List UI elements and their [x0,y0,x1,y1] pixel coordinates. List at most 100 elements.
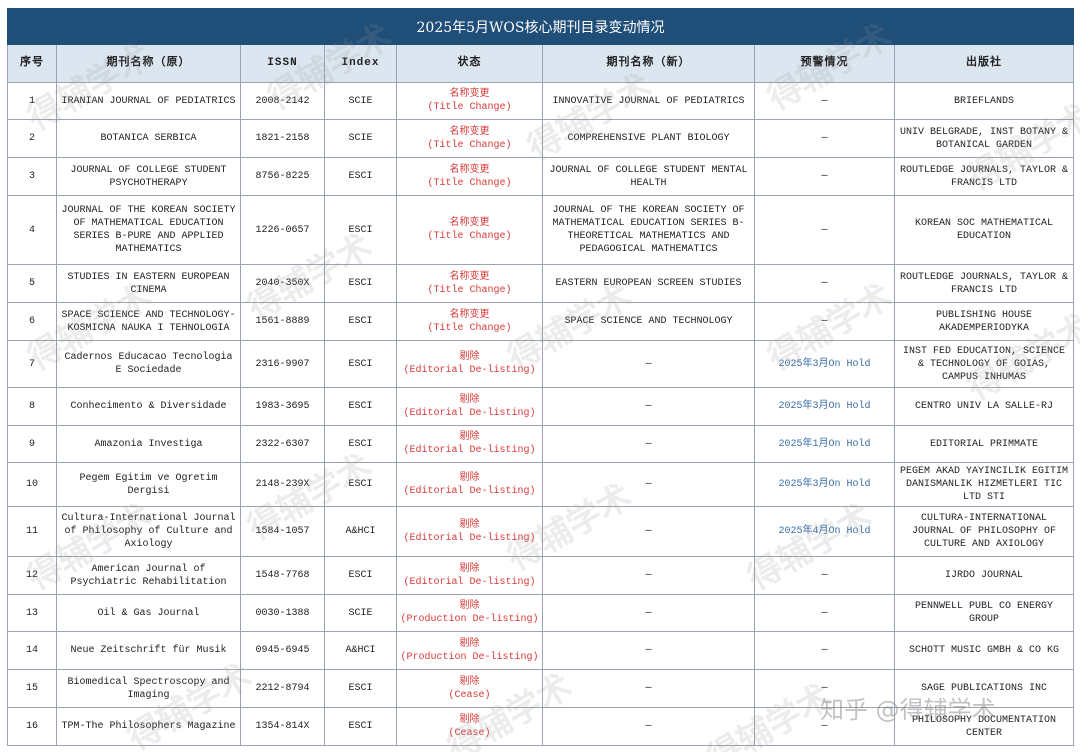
issn: 2040-350X [241,265,325,303]
publisher: CENTRO UNIV LA SALLE-RJ [895,388,1074,426]
old-title: IRANIAN JOURNAL OF PEDIATRICS [57,83,241,120]
status-detail: (Production De-listing) [400,614,539,625]
issn: 1983-3695 [241,388,325,426]
status-detail: (Production De-listing) [400,651,539,663]
publisher: SAGE PUBLICATIONS INC [895,670,1074,708]
publisher: PHILOSOPHY DOCUMENTATION CENTER [895,708,1074,746]
status-label: 名称变更 [449,89,490,100]
status-cell: 剔除 (Editorial De-listing) [397,341,543,388]
status-detail: (Editorial De-listing) [403,365,536,376]
status-label: 名称变更 [449,271,490,283]
status-cell: 剔除 (Cease) [397,670,543,708]
header-cell: 状态 [397,45,543,83]
status-detail: (Title Change) [427,102,512,113]
index: ESCI [325,557,397,595]
warning: 2025年4月On Hold [755,507,895,557]
issn: 0030-1388 [241,595,325,632]
issn: 2008-2142 [241,83,325,120]
row-number: 5 [7,265,57,303]
old-title: Amazonia Investiga [57,426,241,463]
issn: 1548-7768 [241,557,325,595]
status-detail: (Editorial De-listing) [403,407,536,419]
new-title: JOURNAL OF THE KOREAN SOCIETY OF MATHEMA… [543,196,755,265]
new-title: — [543,426,755,463]
row-number: 9 [7,426,57,463]
new-title: — [543,341,755,388]
status-cell: 剔除 (Editorial De-listing) [397,557,543,595]
publisher: EDITORIAL PRIMMATE [895,426,1074,463]
status-cell: 剔除 (Editorial De-listing) [397,507,543,557]
warning: 2025年3月On Hold [755,388,895,426]
warning: — [755,120,895,158]
status-cell: 名称变更 (Title Change) [397,158,543,196]
status-detail: (Editorial De-listing) [403,576,536,588]
old-title: JOURNAL OF THE KOREAN SOCIETY OF MATHEMA… [57,196,241,265]
index: ESCI [325,158,397,196]
new-title: — [543,670,755,708]
issn: 1821-2158 [241,120,325,158]
status-cell: 名称变更 (Title Change) [397,303,543,341]
row-number: 10 [7,463,57,507]
new-title: — [543,388,755,426]
status-label: 剔除 [459,352,480,363]
status-label: 剔除 [459,394,480,406]
source-watermark: 知乎 @得辅学术 [820,696,996,724]
index: SCIE [325,83,397,120]
row-number: 4 [7,196,57,265]
row-number: 11 [7,507,57,557]
index: ESCI [325,388,397,426]
index: SCIE [325,120,397,158]
warning: 2025年1月On Hold [755,426,895,463]
status-cell: 名称变更 (Title Change) [397,120,543,158]
warning: — [755,557,895,595]
new-title: — [543,557,755,595]
new-title: SPACE SCIENCE AND TECHNOLOGY [543,303,755,341]
new-title: JOURNAL OF COLLEGE STUDENT MENTAL HEALTH [543,158,755,196]
row-number: 3 [7,158,57,196]
issn: 1226-0657 [241,196,325,265]
warning: — [755,158,895,196]
index: ESCI [325,196,397,265]
old-title: STUDIES IN EASTERN EUROPEAN CINEMA [57,265,241,303]
issn: 1584-1057 [241,507,325,557]
status-label: 剔除 [459,601,480,612]
status-label: 名称变更 [449,218,490,229]
warning: — [755,196,895,265]
status-label: 剔除 [459,563,480,575]
status-cell: 名称变更 (Title Change) [397,83,543,120]
new-title: INNOVATIVE JOURNAL OF PEDIATRICS [543,83,755,120]
warning: — [755,83,895,120]
status-label: 剔除 [459,676,480,688]
status-detail: (Title Change) [427,139,512,151]
row-number: 1 [7,83,57,120]
header-cell: 期刊名称（原） [57,45,241,83]
status-detail: (Editorial De-listing) [403,445,536,456]
new-title: — [543,463,755,507]
publisher: BRIEFLANDS [895,83,1074,120]
index: ESCI [325,463,397,507]
status-cell: 剔除 (Editorial De-listing) [397,388,543,426]
header-cell: 预警情况 [755,45,895,83]
old-title: TPM-The Philosophers Magazine [57,708,241,746]
status-cell: 名称变更 (Title Change) [397,196,543,265]
new-title: — [543,632,755,670]
status-label: 剔除 [459,714,480,726]
publisher: INST FED EDUCATION, SCIENCE & TECHNOLOGY… [895,341,1074,388]
publisher: ROUTLEDGE JOURNALS, TAYLOR & FRANCIS LTD [895,158,1074,196]
publisher: PUBLISHING HOUSE AKADEMPERIODYKA [895,303,1074,341]
status-label: 剔除 [459,432,480,443]
index: ESCI [325,265,397,303]
row-number: 7 [7,341,57,388]
old-title: Cadernos Educacao Tecnologia E Sociedade [57,341,241,388]
old-title: SPACE SCIENCE AND TECHNOLOGY-KOSMICNA NA… [57,303,241,341]
warning: — [755,265,895,303]
index: SCIE [325,595,397,632]
old-title: Oil & Gas Journal [57,595,241,632]
status-detail: (Cease) [448,727,491,739]
publisher: CULTURA-INTERNATIONAL JOURNAL OF PHILOSO… [895,507,1074,557]
status-detail: (Title Change) [427,322,512,334]
publisher: UNIV BELGRADE, INST BOTANY & BOTANICAL G… [895,120,1074,158]
publisher: SCHOTT MUSIC GMBH & CO KG [895,632,1074,670]
issn: 1561-8889 [241,303,325,341]
index: A&HCI [325,632,397,670]
